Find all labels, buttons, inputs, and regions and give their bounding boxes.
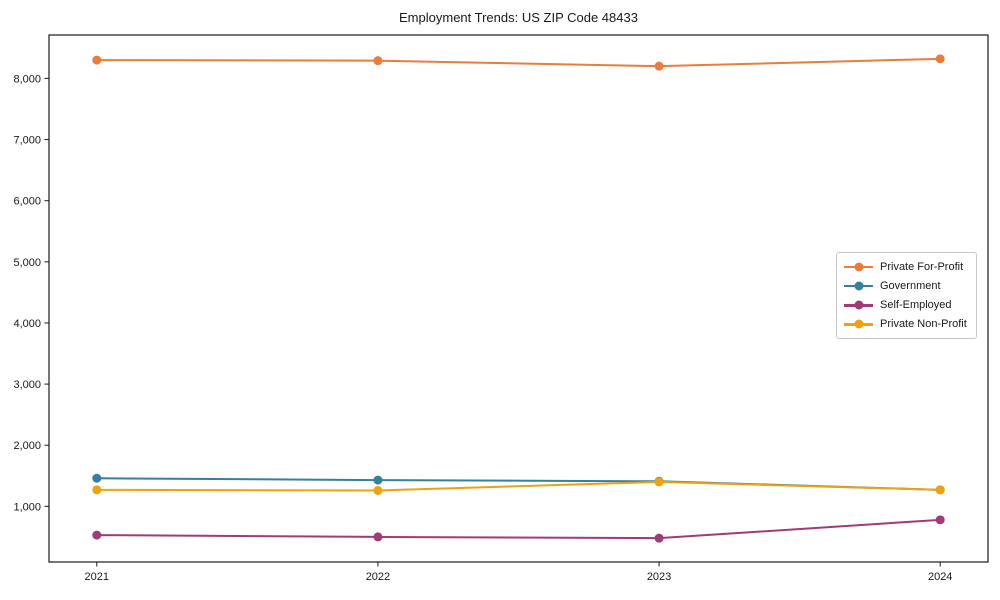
data-point-self-employed [373, 532, 383, 542]
y-tick-label: 8,000 [13, 73, 41, 85]
legend: Private For-Profit Government Self-Emplo… [836, 252, 977, 339]
data-point-government [373, 475, 383, 485]
data-point-private-for-profit [935, 54, 945, 64]
data-point-private-non-profit [654, 477, 664, 487]
legend-label: Private Non-Profit [880, 318, 967, 331]
y-tick-label: 2,000 [13, 440, 41, 452]
y-tick-label: 6,000 [13, 196, 41, 208]
data-point-self-employed [935, 515, 945, 525]
x-tick-label: 2023 [647, 571, 671, 583]
legend-item-self-employed: Self-Employed [844, 299, 969, 311]
legend-swatch-line-dot-icon [844, 300, 873, 310]
legend-item-private-for-profit: Private For-Profit [844, 261, 969, 273]
y-tick-label: 1,000 [13, 501, 41, 513]
x-tick-label: 2024 [928, 571, 952, 583]
data-point-private-non-profit [92, 485, 102, 495]
chart-title: Employment Trends: US ZIP Code 48433 [399, 10, 638, 25]
legend-label: Private For-Profit [880, 260, 964, 273]
data-point-self-employed [654, 533, 664, 543]
legend-swatch-line-dot-icon [844, 281, 873, 291]
data-point-private-non-profit [935, 485, 945, 495]
y-tick-label: 3,000 [13, 379, 41, 391]
data-point-self-employed [92, 530, 102, 540]
series-line-government [96, 477, 941, 491]
legend-item-government: Government [844, 280, 969, 292]
series-line-private-non-profit [96, 480, 941, 492]
y-tick-label: 5,000 [13, 257, 41, 269]
legend-swatch-line-dot-icon [844, 319, 873, 329]
y-tick-label: 4,000 [13, 318, 41, 330]
legend-label: Self-Employed [880, 299, 952, 312]
x-tick-label: 2021 [85, 571, 109, 583]
series-line-private-for-profit [96, 57, 941, 68]
legend-item-private-non-profit: Private Non-Profit [844, 318, 969, 330]
series-line-self-employed [96, 518, 941, 540]
data-point-private-for-profit [92, 55, 102, 65]
legend-swatch-line-dot-icon [844, 262, 873, 272]
data-point-government [92, 473, 102, 483]
x-tick-label: 2022 [366, 571, 390, 583]
legend-label: Government [880, 279, 941, 292]
data-point-private-non-profit [373, 485, 383, 495]
data-point-private-for-profit [373, 56, 383, 66]
plot-border [48, 34, 989, 563]
data-point-private-for-profit [654, 61, 664, 71]
y-tick-label: 7,000 [13, 135, 41, 147]
